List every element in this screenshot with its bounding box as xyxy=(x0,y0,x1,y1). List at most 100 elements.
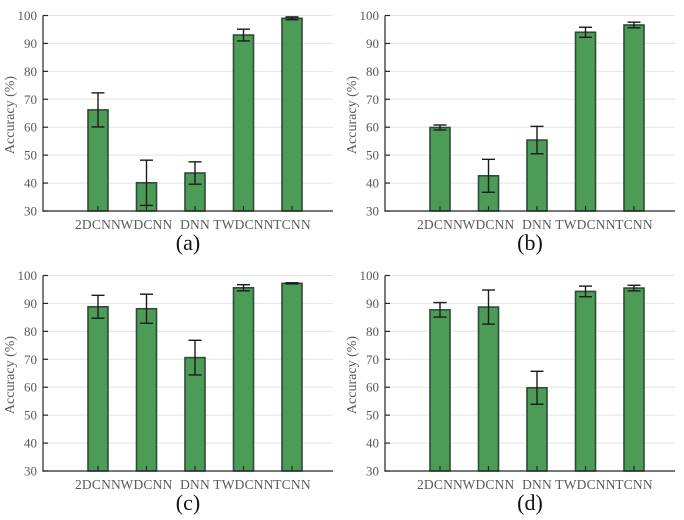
x-category-label: TCNN xyxy=(273,477,311,492)
y-tick-label: 90 xyxy=(24,296,37,311)
bar-2DCNN xyxy=(429,309,451,472)
bar-WDCNN xyxy=(477,306,500,472)
error-bar-2DCNN xyxy=(91,92,105,128)
panel-a: 30 40 50 60 70 80 90 100 2DCNN WDCNN DNN TWDCNN TCNN… xyxy=(0,0,342,260)
y-tick-label: 50 xyxy=(24,148,37,163)
y-tick-label: 90 xyxy=(366,36,379,51)
error-bar-TCNN xyxy=(285,282,299,285)
bar-WDCNN xyxy=(135,307,158,472)
bar-chart-panel-b: 30 40 50 60 70 80 90 100 2DCNN WDCNN DNN TWDCNN TCNN… xyxy=(345,8,675,255)
bar-TCNN xyxy=(623,287,645,472)
x-category-label: TWDCNN xyxy=(555,217,615,232)
error-bar-TCNN xyxy=(627,21,641,29)
y-tick-label: 30 xyxy=(24,204,37,219)
error-bar-2DCNN xyxy=(91,294,105,319)
bar-2DCNN xyxy=(429,126,451,212)
x-category-label: 2DCNN xyxy=(75,217,121,232)
x-category-label: TWDCNN xyxy=(555,477,615,492)
x-category-label: 2DCNN xyxy=(75,477,121,492)
error-bar-DNN xyxy=(188,339,202,376)
bar-chart-panel-a: 30 40 50 60 70 80 90 100 2DCNN WDCNN DNN TWDCNN TCNN… xyxy=(3,8,333,255)
y-axis-label: Accuracy (%) xyxy=(3,336,18,414)
x-category-label: 2DCNN xyxy=(417,477,463,492)
error-bar-2DCNN xyxy=(433,124,447,131)
error-bar-TCNN xyxy=(285,16,299,21)
y-axis-label: Accuracy (%) xyxy=(345,76,360,154)
x-category-label: TCNN xyxy=(273,217,311,232)
error-bar-DNN xyxy=(530,125,544,155)
y-tick-label: 80 xyxy=(366,324,379,339)
x-category-label: TCNN xyxy=(615,217,653,232)
y-tick-label: 70 xyxy=(366,92,379,107)
panel-caption: (d) xyxy=(517,490,543,515)
y-tick-label: 70 xyxy=(24,352,37,367)
y-tick-label: 30 xyxy=(24,464,37,479)
y-tick-label: 40 xyxy=(24,436,37,451)
error-bar-WDCNN xyxy=(482,289,495,325)
error-bar-DNN xyxy=(188,161,202,185)
bar-2DCNN xyxy=(87,305,109,472)
x-category-label: DNN xyxy=(522,217,552,232)
y-tick-label: 50 xyxy=(366,408,379,423)
y-tick-label: 30 xyxy=(366,464,379,479)
x-category-label: WDCNN xyxy=(463,217,515,232)
x-category-label: DNN xyxy=(180,217,210,232)
error-bar-WDCNN xyxy=(140,293,153,324)
x-category-label: TWDCNN xyxy=(213,477,273,492)
x-category-label: TCNN xyxy=(615,477,653,492)
bar-TCNN xyxy=(281,282,303,472)
y-axis-label: Accuracy (%) xyxy=(345,336,360,414)
panel-caption: (b) xyxy=(517,230,543,255)
y-tick-label: 100 xyxy=(360,268,380,283)
x-category-label: WDCNN xyxy=(121,477,173,492)
y-tick-label: 60 xyxy=(366,380,379,395)
y-tick-label: 60 xyxy=(366,120,379,135)
bar-TWDCNN xyxy=(232,34,255,212)
error-bar-TWDCNN xyxy=(237,284,250,292)
bar-TWDCNN xyxy=(232,286,255,472)
x-category-label: DNN xyxy=(180,477,210,492)
x-category-label: DNN xyxy=(522,477,552,492)
y-tick-label: 70 xyxy=(366,352,379,367)
y-tick-label: 90 xyxy=(24,36,37,51)
error-bar-WDCNN xyxy=(140,159,153,207)
error-bar-TWDCNN xyxy=(579,285,592,298)
error-bar-TWDCNN xyxy=(237,28,250,42)
bar-chart-panel-d: 30 40 50 60 70 80 90 100 2DCNN WDCNN DNN TWDCNN TCNN… xyxy=(345,268,675,515)
y-tick-label: 60 xyxy=(24,120,37,135)
y-tick-label: 40 xyxy=(366,436,379,451)
bar-chart-panel-c: 30 40 50 60 70 80 90 100 2DCNN WDCNN DNN TWDCNN TCNN… xyxy=(3,268,333,515)
panel-c: 30 40 50 60 70 80 90 100 2DCNN WDCNN DNN TWDCNN TCNN… xyxy=(0,260,342,520)
panel-caption: (a) xyxy=(176,230,200,255)
y-tick-label: 90 xyxy=(366,296,379,311)
panel-b: 30 40 50 60 70 80 90 100 2DCNN WDCNN DNN TWDCNN TCNN… xyxy=(342,0,684,260)
y-tick-label: 100 xyxy=(18,8,38,23)
y-tick-label: 40 xyxy=(24,176,37,191)
y-tick-label: 30 xyxy=(366,204,379,219)
y-tick-label: 100 xyxy=(360,8,380,23)
error-bar-2DCNN xyxy=(433,301,447,318)
y-tick-label: 80 xyxy=(24,324,37,339)
x-category-label: WDCNN xyxy=(463,477,515,492)
x-category-label: 2DCNN xyxy=(417,217,463,232)
y-tick-label: 50 xyxy=(24,408,37,423)
x-category-label: WDCNN xyxy=(121,217,173,232)
y-tick-label: 60 xyxy=(24,380,37,395)
panel-caption: (c) xyxy=(176,490,200,515)
bar-TCNN xyxy=(281,17,303,212)
y-tick-label: 40 xyxy=(366,176,379,191)
panel-d: 30 40 50 60 70 80 90 100 2DCNN WDCNN DNN TWDCNN TCNN… xyxy=(342,260,684,520)
y-tick-label: 80 xyxy=(24,64,37,79)
x-category-label: TWDCNN xyxy=(213,217,273,232)
error-bar-DNN xyxy=(530,370,544,405)
bar-TWDCNN xyxy=(574,31,597,212)
bar-TCNN xyxy=(623,24,645,212)
y-tick-label: 70 xyxy=(24,92,37,107)
error-bar-TWDCNN xyxy=(579,26,592,38)
error-bar-TCNN xyxy=(627,284,641,292)
bar-TWDCNN xyxy=(574,290,597,472)
y-tick-label: 50 xyxy=(366,148,379,163)
y-axis-label: Accuracy (%) xyxy=(3,76,18,154)
y-tick-label: 100 xyxy=(18,268,38,283)
